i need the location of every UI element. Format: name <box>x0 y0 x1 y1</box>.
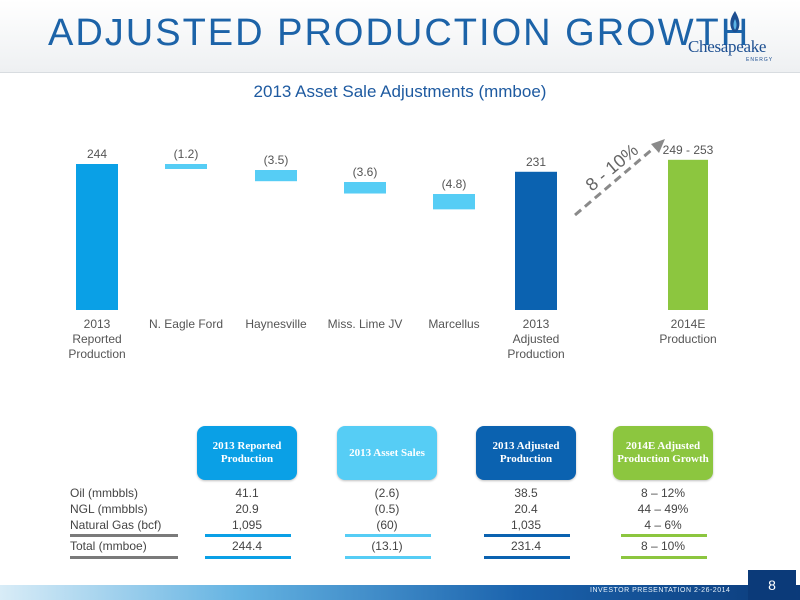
cell-total-sales: (13.1) <box>371 539 403 553</box>
value-label: (1.2) <box>174 147 199 161</box>
underline-label <box>70 534 178 537</box>
bar-2013-reported-production <box>76 164 118 310</box>
value-label: (3.5) <box>264 153 289 167</box>
page-number: 8 <box>748 570 796 600</box>
category-label: Haynesville <box>245 317 307 331</box>
cell-oil-reported: 41.1 <box>235 486 259 500</box>
underline-adjusted <box>484 534 570 537</box>
chart-title: 2013 Asset Sale Adjustments (mmboe) <box>253 82 547 101</box>
category-label: Marcellus <box>428 317 479 331</box>
cell-ngl-growth: 44 – 49% <box>637 502 689 516</box>
bar-n-eagle-ford <box>165 164 207 169</box>
growth-arrow-line <box>574 145 656 217</box>
cell-gas-sales: (60) <box>376 518 398 532</box>
footer-bar <box>0 585 800 600</box>
table-header-reported: 2013 Reported Production <box>197 426 297 480</box>
underline-growth <box>621 534 707 537</box>
category-label: 2014E Production <box>659 317 716 346</box>
footer-text: INVESTOR PRESENTATION 2-26-2014 <box>590 587 731 594</box>
category-label: 2013 Adjusted Production <box>507 317 564 361</box>
table-header-growth-label: 2014E Adjusted Production Growth <box>617 440 709 465</box>
cell-ngl-sales: (0.5) <box>374 502 400 516</box>
growth-arrow-label: 8 - 10% <box>582 140 642 195</box>
growth-arrow-head <box>651 139 665 153</box>
table-header-growth: 2014E Adjusted Production Growth <box>613 426 713 480</box>
bar-2013-adjusted-production <box>515 171 557 310</box>
cell-gas-growth: 4 – 6% <box>644 518 682 532</box>
row-label-oil: Oil (mmbbls) <box>70 486 138 500</box>
cell-ngl-adjusted: 20.4 <box>514 502 538 516</box>
cell-total-reported: 244.4 <box>231 539 263 553</box>
value-label: 249 - 253 <box>663 143 714 157</box>
cell-total-adjusted: 231.4 <box>510 539 542 553</box>
underline-reported <box>205 534 291 537</box>
logo-subtext: ENERGY <box>746 57 774 63</box>
cell-oil-sales: (2.6) <box>374 486 400 500</box>
row-label-ngl: NGL (mmbbls) <box>70 502 148 516</box>
row-label-gas: Natural Gas (bcf) <box>70 518 162 532</box>
bar-haynesville <box>255 170 297 182</box>
bottom-line-sales <box>345 556 431 559</box>
company-logo: Chesapeake ENERGY <box>688 10 788 70</box>
page-title: ADJUSTED PRODUCTION GROWTH <box>48 12 751 54</box>
cell-oil-adjusted: 38.5 <box>514 486 538 500</box>
value-label: (4.8) <box>442 177 467 191</box>
value-label: 231 <box>526 155 546 169</box>
underline-sales <box>345 534 431 537</box>
cell-oil-growth: 8 – 12% <box>640 486 686 500</box>
growth-arrow: 8 - 10% <box>574 139 665 217</box>
table-header-asset-sales: 2013 Asset Sales <box>337 426 437 480</box>
value-label: (3.6) <box>353 165 378 179</box>
bar-miss-lime-jv <box>344 182 386 194</box>
cell-gas-adjusted: 1,035 <box>510 518 542 532</box>
bar-2014e-production <box>668 159 708 310</box>
table-header-reported-label: 2013 Reported Production <box>212 440 282 465</box>
category-label: Miss. Lime JV <box>328 317 403 331</box>
row-label-total: Total (mmboe) <box>70 539 147 553</box>
logo-wordmark: Chesapeake <box>688 37 767 56</box>
bar-marcellus <box>433 194 475 210</box>
table-header-asset-sales-label: 2013 Asset Sales <box>349 446 425 459</box>
table-header-adjusted-label: 2013 Adjusted Production <box>492 440 560 465</box>
category-label: N. Eagle Ford <box>149 317 223 331</box>
table-header-adjusted: 2013 Adjusted Production <box>476 426 576 480</box>
cell-total-growth: 8 – 10% <box>640 539 686 553</box>
bottom-line-reported <box>205 556 291 559</box>
header-band: ADJUSTED PRODUCTION GROWTH Chesapeake EN… <box>0 0 800 73</box>
value-label: 244 <box>87 147 107 161</box>
cell-ngl-reported: 20.9 <box>235 502 259 516</box>
flame-icon <box>730 11 740 33</box>
bars-group: 244 2013 Reported Production (1.2) N. Eagle F… <box>68 143 716 361</box>
bottom-line-label <box>70 556 178 559</box>
waterfall-chart: 8 - 10% 244 2013 Reported Production (1.2) N.… <box>68 139 717 361</box>
cell-gas-reported: 1,095 <box>231 518 263 532</box>
bottom-line-growth <box>621 556 707 559</box>
bottom-line-adjusted <box>484 556 570 559</box>
category-label: 2013 Reported Production <box>68 317 125 361</box>
